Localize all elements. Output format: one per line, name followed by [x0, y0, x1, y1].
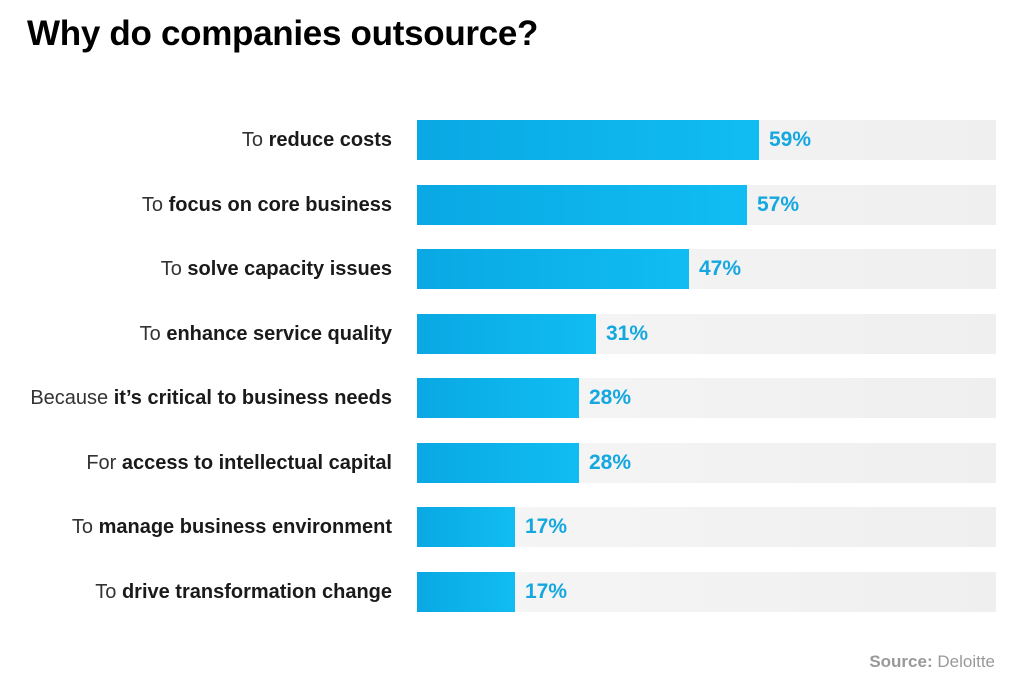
category-label: To enhance service quality	[140, 314, 392, 354]
category-label: To focus on core business	[142, 185, 392, 225]
value-label: 47%	[699, 257, 742, 280]
value-label: 59%	[769, 128, 812, 151]
value-label: 57%	[757, 193, 800, 216]
bar-row: To reduce costs 59%	[0, 120, 1024, 160]
bar	[417, 507, 515, 547]
value-label: 17%	[525, 580, 568, 603]
category-prefix: To	[141, 194, 164, 216]
value-label: 28%	[589, 451, 632, 474]
category-emphasis: reduce costs	[268, 129, 392, 151]
category-emphasis: manage business environment	[98, 516, 392, 538]
category-emphasis: access to intellectual capital	[121, 452, 392, 474]
category-label: Because it’s critical to business needs	[30, 378, 392, 418]
bar-row: To solve capacity issues 47%	[0, 249, 1024, 289]
category-prefix: To	[241, 129, 264, 151]
category-emphasis: solve capacity issues	[187, 258, 392, 280]
category-label: To reduce costs	[242, 120, 392, 160]
category-prefix: To	[139, 323, 161, 345]
category-emphasis: enhance service quality	[166, 323, 392, 345]
category-label: To drive transformation change	[95, 572, 392, 612]
bar	[417, 120, 759, 160]
category-label: For access to intellectual capital	[86, 443, 392, 483]
bar-row: For access to intellectual capital 28%	[0, 443, 1024, 483]
category-label: To solve capacity issues	[161, 249, 392, 289]
category-emphasis: focus on core business	[168, 194, 392, 216]
category-prefix: To	[71, 516, 94, 538]
bar	[417, 185, 747, 225]
bar	[417, 314, 596, 354]
bar	[417, 378, 579, 418]
category-prefix: To	[95, 581, 117, 603]
bar-row: To enhance service quality 31%	[0, 314, 1024, 354]
category-label: To manage business environment	[72, 507, 392, 547]
bar	[417, 249, 689, 289]
source-label: Source:	[869, 652, 933, 671]
category-prefix: Because	[30, 387, 109, 409]
value-label: 17%	[525, 515, 568, 538]
source-note: Source: Deloitte	[869, 652, 995, 672]
bar-row: Because it’s critical to business needs 2…	[0, 378, 1024, 418]
bar	[417, 443, 579, 483]
category-emphasis: it’s critical to business needs	[113, 387, 392, 409]
bar-row: To focus on core business 57%	[0, 185, 1024, 225]
value-label: 28%	[589, 386, 632, 409]
source-value: Deloitte	[937, 652, 995, 671]
value-label: 31%	[606, 322, 649, 345]
chart-title: Why do companies outsource?	[27, 14, 539, 53]
bar-row: To drive transformation change 17%	[0, 572, 1024, 612]
bar-row: To manage business environment 17%	[0, 507, 1024, 547]
category-emphasis: drive transformation change	[121, 581, 392, 603]
category-prefix: To	[160, 258, 182, 280]
category-prefix: For	[86, 452, 117, 474]
bar	[417, 572, 515, 612]
